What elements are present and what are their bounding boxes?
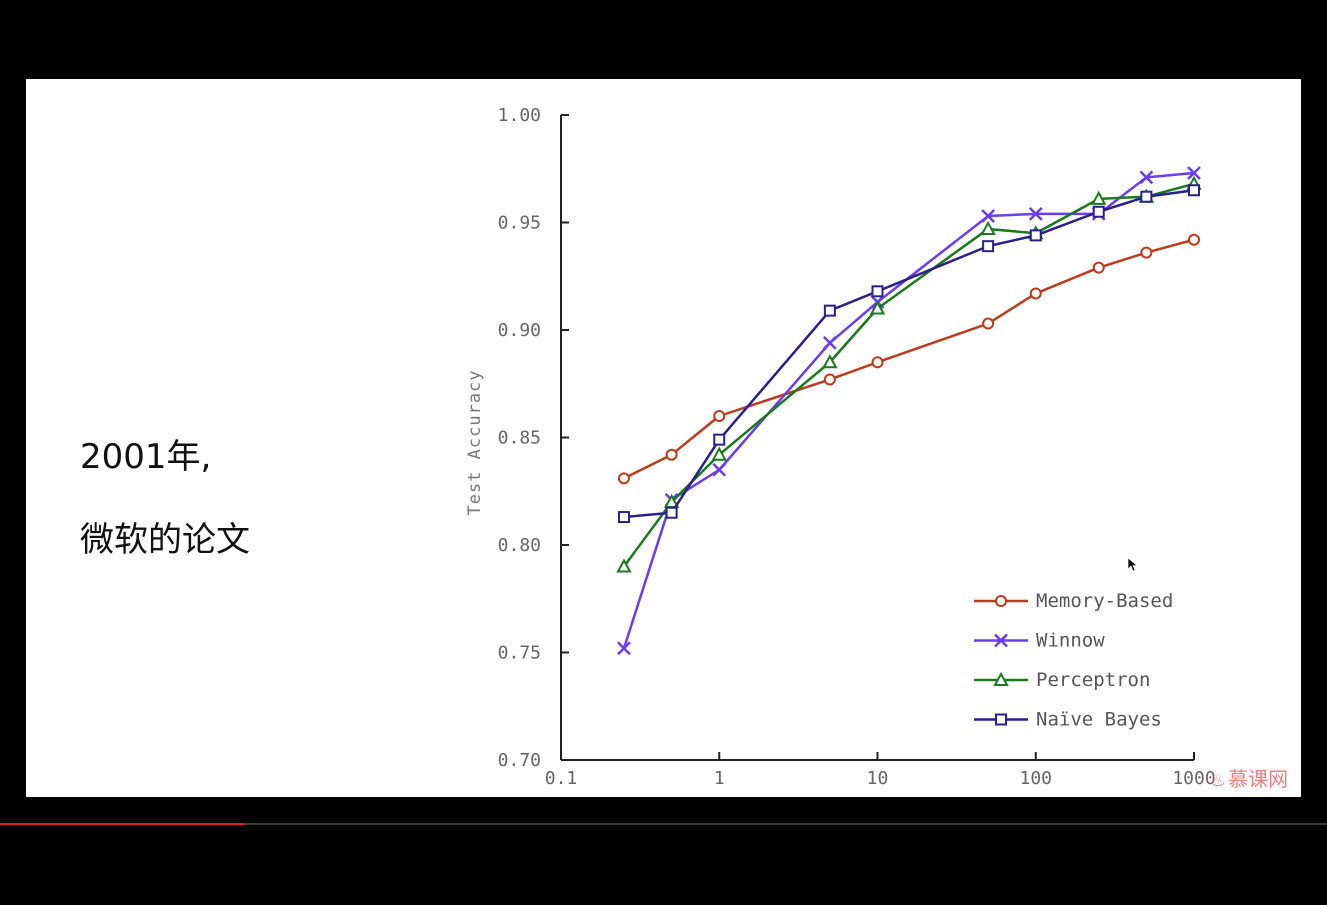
data-point-memory-based: [823, 373, 836, 386]
series-memory-based: [617, 233, 1200, 485]
caption-year: 2001年,: [80, 437, 212, 477]
data-point-memory-based: [665, 448, 678, 461]
data-point-winnow: [1139, 170, 1154, 185]
legend-label: Naïve Bayes: [1036, 709, 1162, 731]
x-tick-label: 1000: [1172, 768, 1215, 789]
y-tick-label: 0.75: [498, 643, 541, 664]
data-point-winnow: [1028, 207, 1043, 221]
x-tick-label: 100: [1019, 768, 1052, 789]
chart-ticks: 0.70 0.75 0.80 0.85 0.90 0.95 1.00 0.1 1 10 100 100…: [498, 105, 1216, 789]
legend-label: Winnow: [1036, 630, 1105, 652]
data-point-winnow: [981, 209, 995, 223]
data-point-winnow: [822, 336, 837, 350]
video-progress-bar[interactable]: [0, 823, 1327, 825]
y-tick-label: 0.80: [498, 535, 541, 556]
data-point-winnow: [617, 641, 631, 656]
legend-item: Winnow: [974, 630, 1105, 652]
legend-item: Memory-Based: [974, 590, 1173, 612]
data-point-perceptron: [616, 558, 632, 573]
chart-legend: Memory-Based Winnow Perceptron Naïve Bayes: [974, 590, 1173, 731]
data-point-na-ve-bayes: [982, 240, 995, 253]
data-point-perceptron: [1091, 190, 1107, 205]
series-line-winnow: [622, 171, 1195, 649]
y-tick-label: 0.85: [498, 428, 541, 449]
mouse-cursor-icon: [1127, 557, 1138, 576]
video-progress-fill: [0, 823, 246, 825]
x-tick-label: 1: [714, 768, 725, 789]
data-point-perceptron: [980, 220, 996, 235]
legend-item: Naïve Bayes: [974, 709, 1162, 731]
data-point-winnow: [712, 462, 727, 477]
series-layer: [616, 166, 1202, 656]
data-point-na-ve-bayes: [871, 285, 884, 298]
series-na-ve-bayes: [617, 184, 1200, 524]
data-point-memory-based: [1092, 261, 1105, 274]
data-point-memory-based: [871, 356, 884, 369]
legend-marker: [995, 595, 1007, 607]
caption-paper: 微软的论文: [80, 520, 250, 560]
legend-label: Memory-Based: [1036, 590, 1173, 612]
data-point-memory-based: [617, 472, 630, 485]
data-point-na-ve-bayes: [713, 433, 726, 446]
data-point-na-ve-bayes: [823, 304, 836, 317]
data-point-na-ve-bayes: [617, 511, 630, 524]
legend-item: Perceptron: [974, 669, 1150, 691]
data-point-perceptron: [822, 354, 838, 369]
slide: 2001年, 微软的论文 0.70 0.75 0.80 0.85 0.90 0.95 1.0…: [26, 79, 1301, 797]
data-point-memory-based: [1188, 233, 1200, 246]
data-point-na-ve-bayes: [1092, 205, 1105, 218]
series-perceptron: [616, 175, 1202, 573]
data-point-memory-based: [713, 410, 726, 422]
y-axis-title: Test Accuracy: [465, 369, 485, 515]
y-tick-label: 1.00: [498, 105, 541, 126]
data-point-memory-based: [1029, 287, 1042, 300]
data-point-na-ve-bayes: [1029, 229, 1042, 242]
watermark: ♨ 慕课网: [1210, 763, 1288, 792]
legend-marker: [993, 671, 1009, 686]
series-line-perceptron: [622, 182, 1195, 568]
data-point-winnow: [1187, 166, 1201, 180]
legend-label: Perceptron: [1036, 669, 1150, 691]
data-point-perceptron: [869, 300, 886, 315]
accuracy-chart: 0.70 0.75 0.80 0.85 0.90 0.95 1.00 0.1 1 10 100 100…: [465, 105, 1216, 789]
data-point-na-ve-bayes: [1140, 190, 1153, 203]
data-point-perceptron: [711, 446, 727, 461]
series-line-memory-based: [623, 238, 1195, 480]
y-tick-label: 0.70: [498, 750, 541, 771]
y-tick-label: 0.95: [498, 213, 541, 234]
data-point-memory-based: [1140, 246, 1153, 259]
watermark-text: 慕课网: [1228, 767, 1289, 791]
x-tick-label: 0.1: [545, 768, 578, 789]
legend-marker: [995, 713, 1007, 726]
flame-icon: ♨: [1210, 770, 1227, 791]
data-point-memory-based: [982, 317, 995, 330]
data-point-na-ve-bayes: [1188, 184, 1200, 197]
data-point-na-ve-bayes: [665, 506, 678, 519]
series-winnow: [617, 166, 1201, 656]
x-tick-label: 10: [867, 768, 889, 789]
y-tick-label: 0.90: [498, 320, 541, 341]
legend-marker: [994, 633, 1008, 648]
series-line-na-ve-bayes: [623, 189, 1195, 519]
